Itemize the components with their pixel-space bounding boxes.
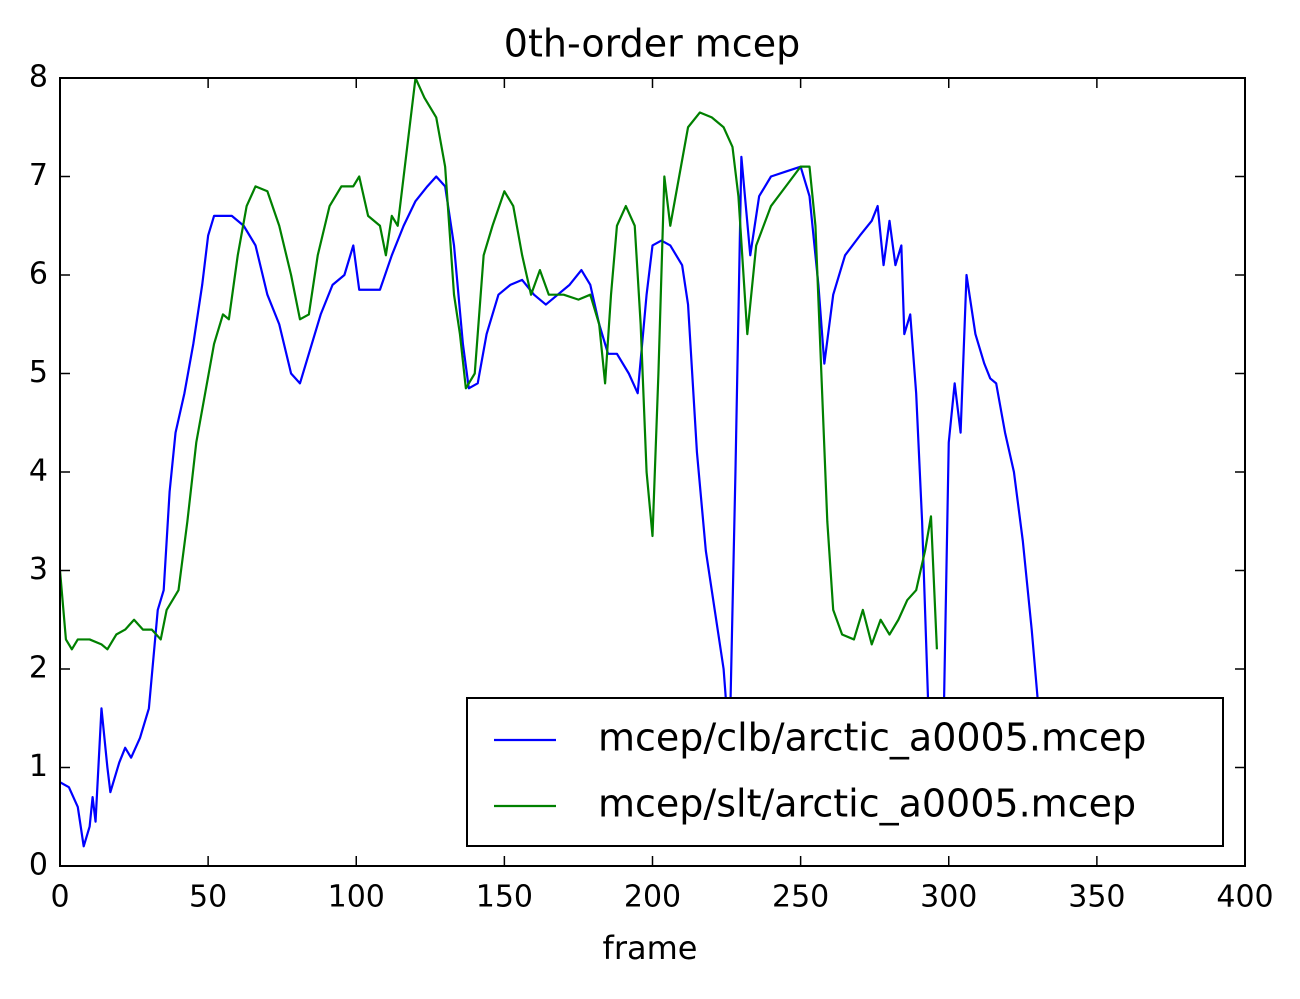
data-line [60,155,1048,848]
x-tick-label: 50 [189,880,227,915]
legend-label: mcep/clb/arctic_a0005.mcep [598,716,1146,760]
x-tick-label: 350 [1068,880,1125,915]
x-tick-label: 150 [476,880,533,915]
y-tick-label: 0 [29,848,48,883]
x-tick-label: 100 [328,880,385,915]
plot-lines [60,78,1048,848]
x-tick-label: 200 [624,880,681,915]
y-tick-label: 4 [29,454,48,489]
chart-title: 0th-order mcep [504,22,800,66]
legend-label: mcep/slt/arctic_a0005.mcep [598,782,1136,826]
y-tick-label: 7 [29,158,48,193]
y-tick-label: 6 [29,257,48,292]
x-tick-label: 300 [920,880,977,915]
legend-box [466,697,1224,847]
x-tick-label: 250 [772,880,829,915]
y-tick-label: 5 [29,355,48,390]
x-tick-label: 400 [1216,880,1273,915]
x-tick-label: 0 [50,880,69,915]
y-tick-label: 3 [29,552,48,587]
y-tick-label: 2 [29,651,48,686]
data-line [60,78,938,651]
y-tick-label: 1 [29,749,48,784]
y-tick-label: 8 [29,60,48,95]
x-axis-label: frame [603,929,698,967]
